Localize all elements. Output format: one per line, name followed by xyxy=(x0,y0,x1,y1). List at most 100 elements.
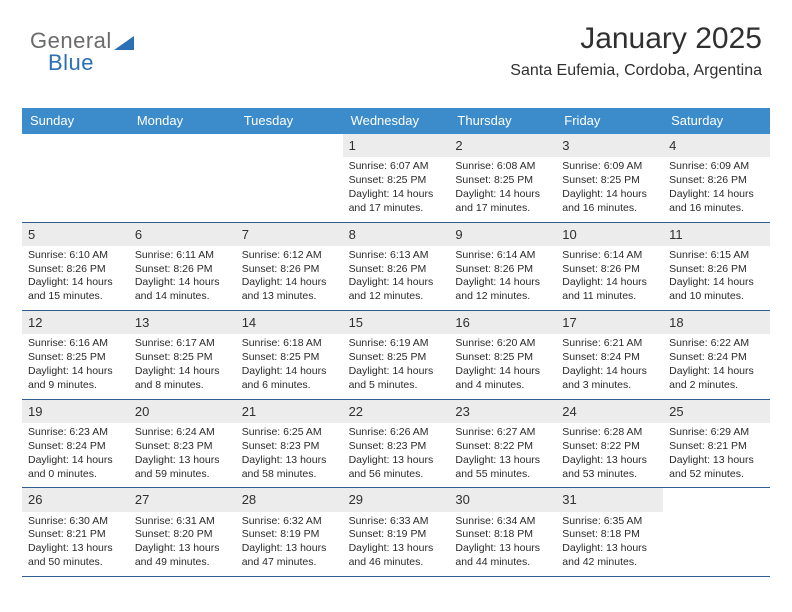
cell-line-dl1: Daylight: 14 hours xyxy=(455,365,550,379)
calendar-cell xyxy=(663,488,770,576)
day-number: 28 xyxy=(236,488,343,511)
cell-line-sunrise: Sunrise: 6:23 AM xyxy=(28,426,123,440)
calendar-cell: 20Sunrise: 6:24 AMSunset: 8:23 PMDayligh… xyxy=(129,400,236,488)
calendar-cell xyxy=(22,134,129,222)
calendar-day-header: Sunday Monday Tuesday Wednesday Thursday… xyxy=(22,108,770,134)
cell-line-dl2: and 52 minutes. xyxy=(669,468,764,482)
cell-line-dl1: Daylight: 14 hours xyxy=(349,365,444,379)
calendar-cell: 29Sunrise: 6:33 AMSunset: 8:19 PMDayligh… xyxy=(343,488,450,576)
calendar-cell: 11Sunrise: 6:15 AMSunset: 8:26 PMDayligh… xyxy=(663,223,770,311)
day-number: 26 xyxy=(22,488,129,511)
day-number: 10 xyxy=(556,223,663,246)
calendar-cell: 8Sunrise: 6:13 AMSunset: 8:26 PMDaylight… xyxy=(343,223,450,311)
cell-line-sunset: Sunset: 8:19 PM xyxy=(349,528,444,542)
cell-line-sunset: Sunset: 8:22 PM xyxy=(455,440,550,454)
cell-line-sunrise: Sunrise: 6:10 AM xyxy=(28,249,123,263)
day-number: 16 xyxy=(449,311,556,334)
calendar-cell: 27Sunrise: 6:31 AMSunset: 8:20 PMDayligh… xyxy=(129,488,236,576)
cell-line-sunrise: Sunrise: 6:16 AM xyxy=(28,337,123,351)
calendar-cell: 3Sunrise: 6:09 AMSunset: 8:25 PMDaylight… xyxy=(556,134,663,222)
cell-line-sunrise: Sunrise: 6:31 AM xyxy=(135,515,230,529)
cell-line-dl1: Daylight: 14 hours xyxy=(562,188,657,202)
cell-line-sunrise: Sunrise: 6:21 AM xyxy=(562,337,657,351)
day-number: 18 xyxy=(663,311,770,334)
cell-line-dl2: and 15 minutes. xyxy=(28,290,123,304)
day-number: 7 xyxy=(236,223,343,246)
cell-line-dl2: and 4 minutes. xyxy=(455,379,550,393)
cell-line-sunset: Sunset: 8:23 PM xyxy=(242,440,337,454)
cell-line-dl1: Daylight: 14 hours xyxy=(349,276,444,290)
cell-line-sunrise: Sunrise: 6:15 AM xyxy=(669,249,764,263)
cell-line-sunset: Sunset: 8:19 PM xyxy=(242,528,337,542)
cell-line-dl1: Daylight: 14 hours xyxy=(349,188,444,202)
cell-line-sunrise: Sunrise: 6:14 AM xyxy=(455,249,550,263)
cell-line-dl1: Daylight: 14 hours xyxy=(669,276,764,290)
cell-line-sunset: Sunset: 8:18 PM xyxy=(562,528,657,542)
day-number: 30 xyxy=(449,488,556,511)
cell-line-sunset: Sunset: 8:21 PM xyxy=(669,440,764,454)
cell-line-dl2: and 0 minutes. xyxy=(28,468,123,482)
dayhead-wed: Wednesday xyxy=(343,108,450,134)
cell-line-dl1: Daylight: 14 hours xyxy=(28,454,123,468)
day-number: 15 xyxy=(343,311,450,334)
day-number: 24 xyxy=(556,400,663,423)
cell-line-sunrise: Sunrise: 6:20 AM xyxy=(455,337,550,351)
day-number: 3 xyxy=(556,134,663,157)
calendar-body: 1Sunrise: 6:07 AMSunset: 8:25 PMDaylight… xyxy=(22,134,770,577)
cell-line-dl2: and 8 minutes. xyxy=(135,379,230,393)
cell-line-dl2: and 9 minutes. xyxy=(28,379,123,393)
cell-line-dl1: Daylight: 14 hours xyxy=(669,365,764,379)
cell-line-dl2: and 46 minutes. xyxy=(349,556,444,570)
calendar-cell: 16 Sunrise: 6:20 AMSunset: 8:25 PMDayligh… xyxy=(449,311,556,399)
dayhead-tue: Tuesday xyxy=(236,108,343,134)
calendar-cell: 14Sunrise: 6:18 AMSunset: 8:25 PMDayligh… xyxy=(236,311,343,399)
dayhead-sat: Saturday xyxy=(663,108,770,134)
cell-line-dl2: and 13 minutes. xyxy=(242,290,337,304)
dayhead-sun: Sunday xyxy=(22,108,129,134)
day-number: 23 xyxy=(449,400,556,423)
cell-line-sunset: Sunset: 8:25 PM xyxy=(455,351,550,365)
cell-line-dl1: Daylight: 13 hours xyxy=(242,542,337,556)
cell-line-dl2: and 58 minutes. xyxy=(242,468,337,482)
calendar-cell: 13Sunrise: 6:17 AMSunset: 8:25 PMDayligh… xyxy=(129,311,236,399)
cell-line-dl2: and 44 minutes. xyxy=(455,556,550,570)
calendar-cell: 24Sunrise: 6:28 AMSunset: 8:22 PMDayligh… xyxy=(556,400,663,488)
cell-line-dl2: and 47 minutes. xyxy=(242,556,337,570)
calendar-cell: 19Sunrise: 6:23 AMSunset: 8:24 PMDayligh… xyxy=(22,400,129,488)
cell-line-dl2: and 59 minutes. xyxy=(135,468,230,482)
brand-logo: General Blue xyxy=(30,28,134,76)
day-number: 17 xyxy=(556,311,663,334)
cell-line-sunset: Sunset: 8:26 PM xyxy=(669,174,764,188)
cell-line-sunrise: Sunrise: 6:08 AM xyxy=(455,160,550,174)
cell-line-dl2: and 2 minutes. xyxy=(669,379,764,393)
dayhead-mon: Monday xyxy=(129,108,236,134)
cell-line-dl2: and 56 minutes. xyxy=(349,468,444,482)
cell-line-dl1: Daylight: 13 hours xyxy=(562,542,657,556)
cell-line-sunrise: Sunrise: 6:12 AM xyxy=(242,249,337,263)
calendar-cell: 2Sunrise: 6:08 AMSunset: 8:25 PMDaylight… xyxy=(449,134,556,222)
cell-line-sunset: Sunset: 8:25 PM xyxy=(28,351,123,365)
cell-line-sunset: Sunset: 8:26 PM xyxy=(242,263,337,277)
cell-line-dl2: and 53 minutes. xyxy=(562,468,657,482)
day-number: 21 xyxy=(236,400,343,423)
cell-line-dl1: Daylight: 13 hours xyxy=(349,542,444,556)
cell-line-sunset: Sunset: 8:23 PM xyxy=(135,440,230,454)
cell-line-dl1: Daylight: 14 hours xyxy=(455,276,550,290)
calendar-week: 5Sunrise: 6:10 AMSunset: 8:26 PMDaylight… xyxy=(22,223,770,312)
cell-line-dl1: Daylight: 13 hours xyxy=(135,454,230,468)
day-number: 22 xyxy=(343,400,450,423)
cell-line-sunset: Sunset: 8:25 PM xyxy=(135,351,230,365)
day-number: 20 xyxy=(129,400,236,423)
calendar-cell: 21Sunrise: 6:25 AMSunset: 8:23 PMDayligh… xyxy=(236,400,343,488)
cell-line-dl2: and 14 minutes. xyxy=(135,290,230,304)
dayhead-thu: Thursday xyxy=(449,108,556,134)
cell-line-sunrise: Sunrise: 6:18 AM xyxy=(242,337,337,351)
cell-line-sunrise: Sunrise: 6:13 AM xyxy=(349,249,444,263)
calendar-week: 12Sunrise: 6:16 AMSunset: 8:25 PMDayligh… xyxy=(22,311,770,400)
cell-line-sunrise: Sunrise: 6:29 AM xyxy=(669,426,764,440)
cell-line-sunrise: Sunrise: 6:32 AM xyxy=(242,515,337,529)
cell-line-dl1: Daylight: 13 hours xyxy=(455,542,550,556)
cell-line-sunset: Sunset: 8:22 PM xyxy=(562,440,657,454)
day-number: 27 xyxy=(129,488,236,511)
day-number: 12 xyxy=(22,311,129,334)
